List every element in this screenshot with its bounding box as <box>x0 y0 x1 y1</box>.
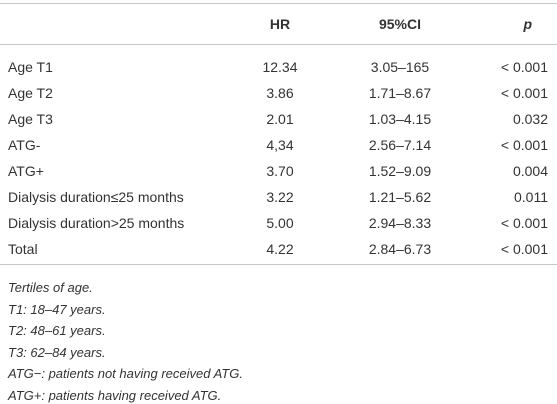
table-cell: 5.00 <box>266 215 294 231</box>
table-cell: 0.004 <box>512 163 548 179</box>
table-cell: 0.032 <box>512 111 548 127</box>
table-cell: 2.01 <box>266 111 294 127</box>
footnote: ATG−: patients not having received ATG. <box>8 366 243 381</box>
column-header: p <box>523 16 532 32</box>
footnote: Tertiles of age. <box>8 280 93 295</box>
column-header: HR <box>269 16 291 32</box>
header-rule <box>0 44 557 45</box>
footnote: ATG+: patients having received ATG. <box>8 387 222 403</box>
table-cell: 4.22 <box>266 241 294 257</box>
table-cell: < 0.001 <box>500 241 548 257</box>
row-label: Dialysis duration≤25 months <box>8 189 184 205</box>
footnote: T1: 18–47 years. <box>8 301 106 317</box>
row-label: Total <box>8 241 38 257</box>
table-cell: 3.70 <box>266 163 294 179</box>
table-cell: 2.56–7.14 <box>368 137 432 153</box>
table-cell: 12.34 <box>262 59 298 75</box>
table-cell: 3.22 <box>266 189 294 205</box>
table-cell: 3.05–165 <box>370 59 430 75</box>
table-cell: < 0.001 <box>500 215 548 231</box>
footnote: T2: 48–61 years. <box>8 323 106 338</box>
row-label: Age T2 <box>8 85 53 101</box>
footnote: T3: 62–84 years. <box>8 344 106 360</box>
table-cell: 4,34 <box>266 137 294 153</box>
top-rule <box>0 3 557 4</box>
table-cell: 1.52–9.09 <box>368 163 432 179</box>
table-cell: 0.011 <box>514 189 548 205</box>
row-label: ATG+ <box>8 163 44 179</box>
row-label: Dialysis duration>25 months <box>8 215 185 231</box>
table-cell: 1.21–5.62 <box>368 189 432 205</box>
row-label: ATG- <box>8 137 41 153</box>
table-cell: 1.71–8.67 <box>368 85 432 101</box>
row-label: Age T1 <box>8 59 53 75</box>
table-cell: 2.84–6.73 <box>368 241 432 257</box>
table-cell: 3.86 <box>266 85 294 101</box>
column-header: 95%CI <box>378 16 422 32</box>
table-cell: 1.03–4.15 <box>368 111 432 127</box>
bottom-rule <box>0 264 557 265</box>
table-cell: < 0.001 <box>500 59 548 75</box>
table-cell: 2.94–8.33 <box>368 215 432 231</box>
table-cell: < 0.001 <box>500 85 548 101</box>
row-label: Age T3 <box>8 111 53 127</box>
table-cell: < 0.001 <box>500 137 548 153</box>
